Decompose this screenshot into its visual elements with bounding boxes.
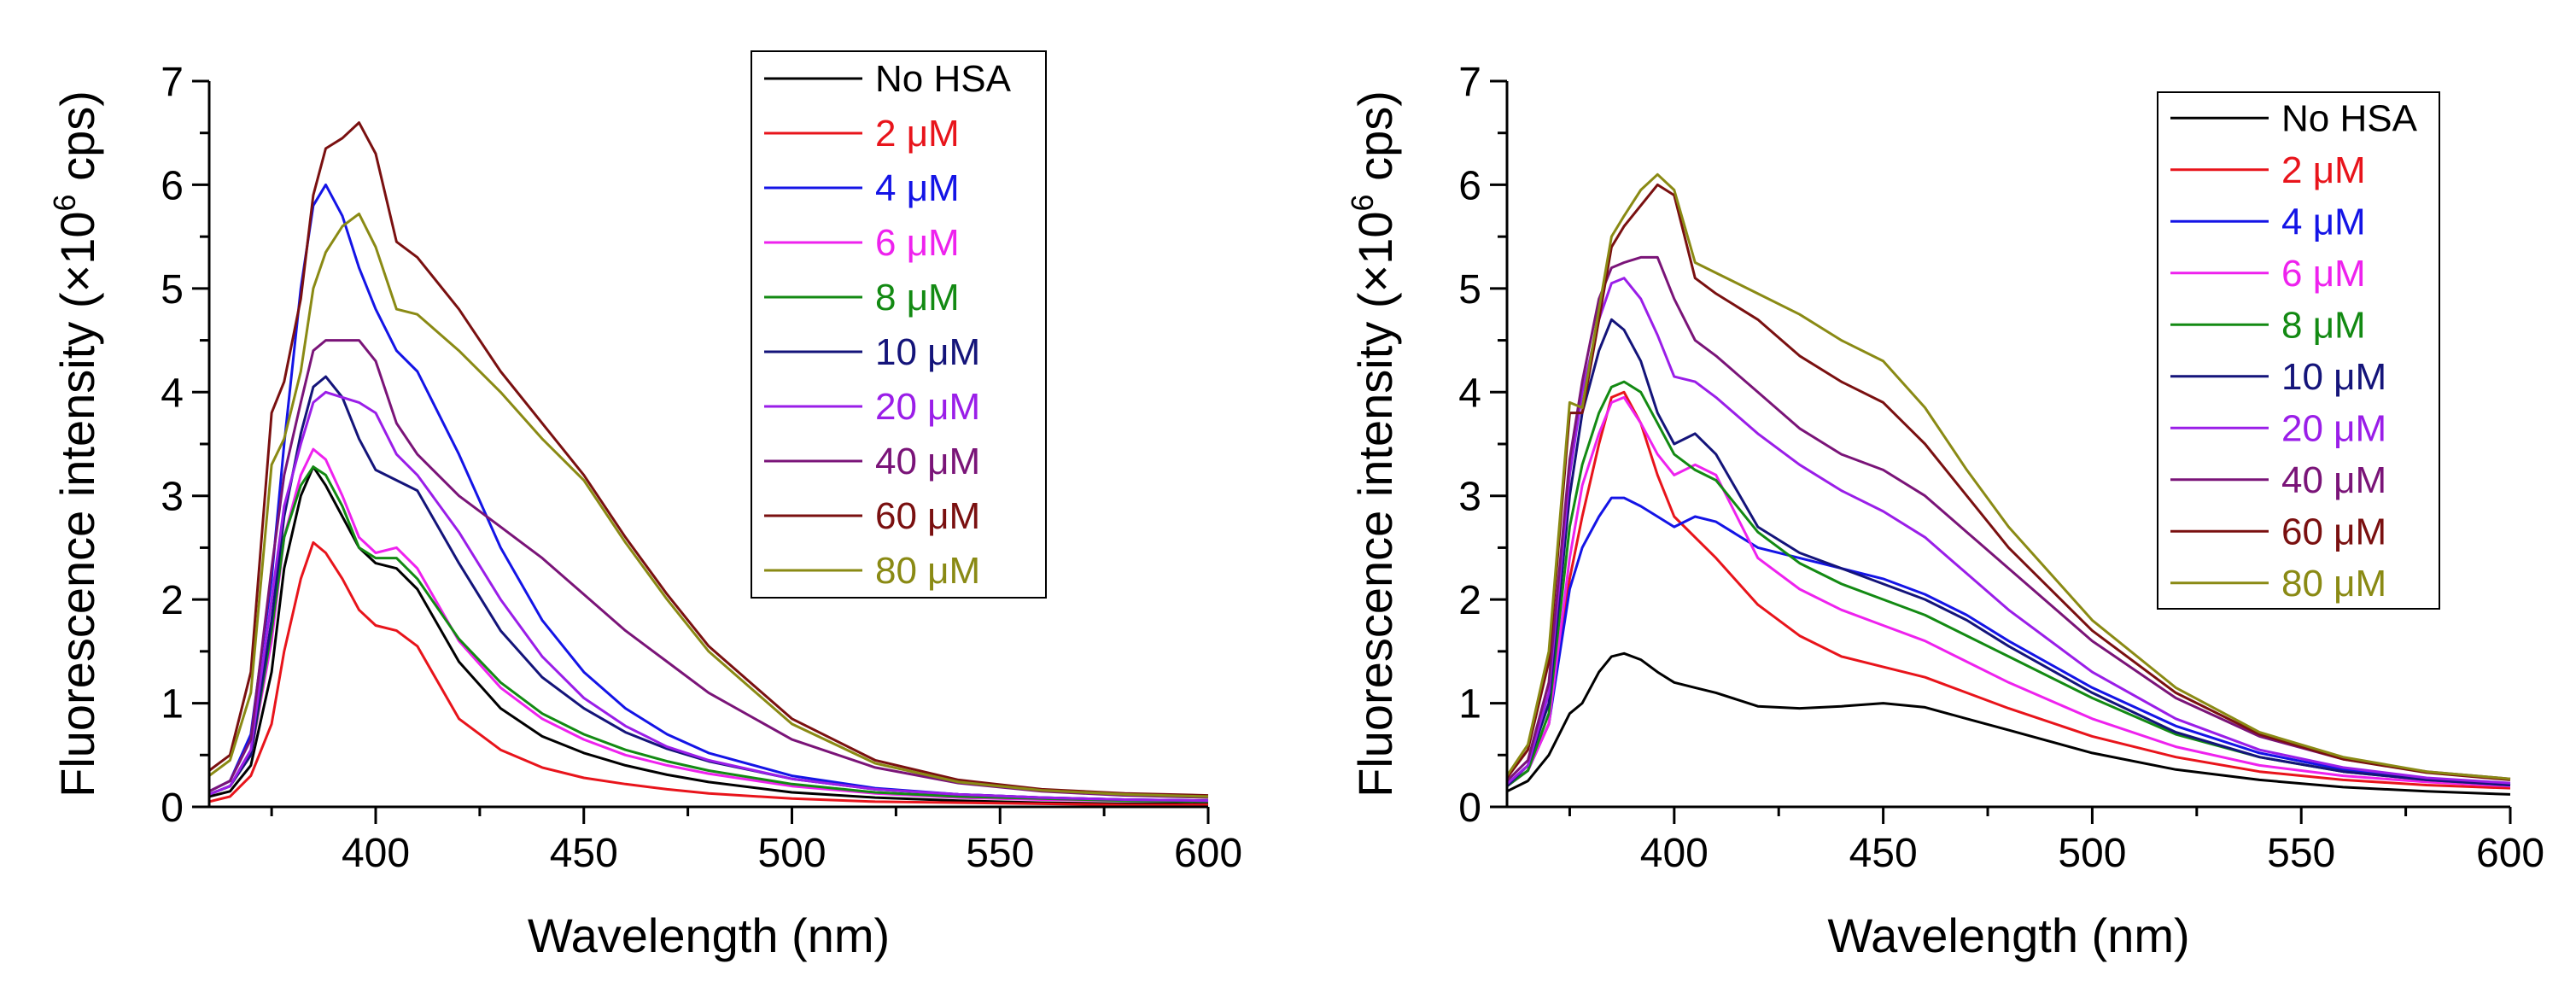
x-tick-label: 600 bbox=[2476, 831, 2544, 876]
legend-label: 60 μM bbox=[2281, 511, 2386, 552]
x-tick-label: 500 bbox=[2058, 831, 2126, 876]
y-tick-label: 2 bbox=[1458, 578, 1481, 623]
legend-label: No HSA bbox=[2281, 97, 2418, 139]
series-line-10 bbox=[208, 212, 1209, 798]
y-tick-label: 6 bbox=[161, 163, 184, 208]
series-line-4 bbox=[1506, 395, 2511, 788]
legend-label: 20 μM bbox=[2281, 407, 2386, 449]
legend: No HSA 2 μM 4 μM 6 μM 8 μM 10 μM 20 μM 40 μM 60 … bbox=[2157, 91, 2440, 610]
series-line-8 bbox=[1505, 255, 2511, 782]
y-tick-label: 7 bbox=[1458, 60, 1481, 105]
x-axis-title: Wavelength (nm) bbox=[528, 908, 890, 962]
y-axis-title: Fluorescence intensity (×106 cps) bbox=[47, 91, 104, 797]
legend-label: 20 μM bbox=[875, 386, 980, 428]
y-axis-title-unit: cps) bbox=[50, 91, 104, 194]
series-line-6 bbox=[208, 375, 1209, 803]
y-tick-label: 0 bbox=[161, 786, 184, 831]
legend-label: 4 μM bbox=[2281, 201, 2366, 242]
series-line-2 bbox=[1506, 390, 2511, 790]
legend-label: 10 μM bbox=[875, 331, 980, 373]
series-line-10 bbox=[1505, 172, 2511, 780]
x-tick-label: 500 bbox=[757, 831, 826, 876]
y-tick-label: 2 bbox=[161, 578, 184, 623]
series-line-4 bbox=[208, 447, 1209, 803]
y-tick-label: 5 bbox=[161, 267, 184, 313]
legend-label: 10 μM bbox=[2281, 356, 2386, 398]
y-axis-title-unit: cps) bbox=[1348, 91, 1402, 194]
series-line-3 bbox=[208, 183, 1209, 803]
chart-panel-1: 0 1 2 3 4 5 6 7 400 450 500 550 600 Wavelength (nm) Fl… bbox=[47, 50, 1242, 962]
y-tick-label: 4 bbox=[1458, 371, 1481, 416]
legend-label: 4 μM bbox=[875, 167, 960, 209]
y-tick-label: 1 bbox=[1458, 682, 1481, 727]
y-axis-title-main: Fluorescence intensity (×10 bbox=[50, 212, 104, 797]
legend-label: No HSA bbox=[875, 58, 1012, 100]
series-line-3 bbox=[1506, 496, 2511, 787]
series-line-1 bbox=[1506, 651, 2511, 796]
y-tick-label: 4 bbox=[161, 371, 184, 416]
legend-label: 8 μM bbox=[875, 277, 960, 318]
y-tick-label: 6 bbox=[1458, 163, 1481, 208]
series-line-1 bbox=[208, 465, 1208, 805]
x-tick-label: 450 bbox=[1849, 831, 1918, 876]
legend: No HSA 2 μM 4 μM 6 μM 8 μM 10 μM 20 μM 40 μM 60 … bbox=[751, 50, 1047, 599]
y-tick-label: 3 bbox=[1458, 475, 1481, 520]
y-tick-label: 3 bbox=[161, 475, 184, 520]
y-axis-title-main: Fluorescence intensity (×10 bbox=[1348, 212, 1402, 797]
x-tick-label: 550 bbox=[2267, 831, 2335, 876]
series-line-5 bbox=[1506, 380, 2511, 787]
legend-label: 40 μM bbox=[2281, 459, 2386, 501]
legend-label: 8 μM bbox=[2281, 304, 2366, 346]
x-axis-title: Wavelength (nm) bbox=[1827, 908, 2189, 962]
x-tick-label: 400 bbox=[342, 831, 410, 876]
y-tick-label: 1 bbox=[161, 682, 184, 727]
legend-label: 2 μM bbox=[2281, 149, 2366, 191]
legend-label: 2 μM bbox=[875, 113, 960, 155]
legend-label: 40 μM bbox=[875, 441, 980, 482]
legend-label: 80 μM bbox=[875, 550, 980, 592]
legend-box bbox=[751, 50, 1047, 599]
series-line-8 bbox=[208, 339, 1209, 799]
x-tick-label: 400 bbox=[1640, 831, 1709, 876]
y-axis-title-exponent: 6 bbox=[47, 194, 82, 211]
legend-box bbox=[2157, 91, 2440, 610]
legend-label: 60 μM bbox=[875, 495, 980, 537]
y-tick-label: 5 bbox=[1458, 267, 1481, 313]
chart-panel-2: 0 1 2 3 4 5 6 7 400 450 500 550 600 Wavelength (nm) Fl… bbox=[1345, 60, 2544, 962]
y-tick-label: 0 bbox=[1458, 786, 1481, 831]
legend-label: 6 μM bbox=[2281, 253, 2366, 295]
x-tick-label: 600 bbox=[1174, 831, 1242, 876]
series-line-7 bbox=[1506, 277, 2511, 786]
legend-label: 6 μM bbox=[875, 222, 960, 264]
y-axis-title: Fluorescence intensity (×106 cps) bbox=[1345, 91, 1402, 797]
series-line-5 bbox=[208, 465, 1209, 803]
y-tick-label: 7 bbox=[161, 60, 184, 105]
legend-label: 80 μM bbox=[2281, 563, 2386, 605]
series-line-9 bbox=[208, 121, 1209, 797]
series-line-2 bbox=[208, 540, 1208, 807]
x-tick-label: 550 bbox=[966, 831, 1034, 876]
y-axis-title-exponent: 6 bbox=[1345, 194, 1380, 211]
series-line-7 bbox=[208, 390, 1209, 803]
x-tick-label: 450 bbox=[550, 831, 618, 876]
